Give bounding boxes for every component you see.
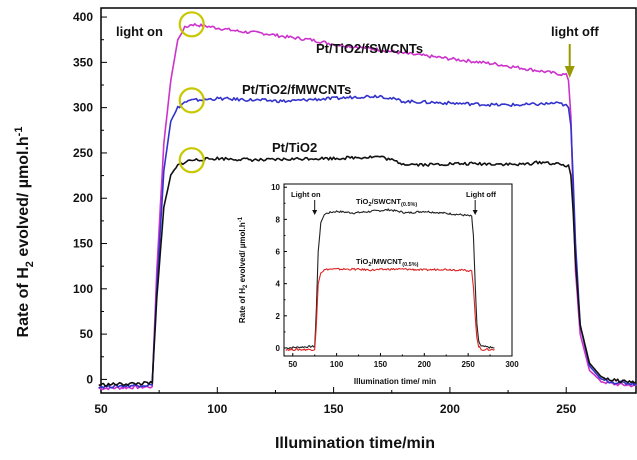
inset-light-off-arrowhead xyxy=(472,210,478,215)
inset-y-tick-label: 8 xyxy=(276,215,281,224)
mwcnt-series-label: Pt/TiO2/fMWCNTs xyxy=(242,82,351,97)
y-tick-label: 250 xyxy=(73,146,93,160)
series-line-pt-tio2-fswcnts xyxy=(98,22,637,391)
y-axis-title: Rate of H2 evolved/ µmol.h-1 xyxy=(13,127,36,338)
y-tick-label: 400 xyxy=(73,10,93,24)
inset-x-axis-title: Illumination time/ min xyxy=(354,377,436,386)
y-tick-label: 200 xyxy=(73,191,93,205)
inset-light-on-arrowhead xyxy=(312,210,318,215)
x-tick-label: 100 xyxy=(207,402,227,416)
inset-series-line-series-1 xyxy=(285,267,495,352)
inset-light-off-label: Light off xyxy=(466,190,496,199)
inset-x-tick-label: 100 xyxy=(330,360,344,369)
x-tick-label: 150 xyxy=(324,402,344,416)
inset-plot-frame xyxy=(283,183,513,357)
y-tick-label: 0 xyxy=(86,372,93,386)
light-on-marker-circle xyxy=(178,11,205,38)
inset-y-tick-label: 6 xyxy=(276,248,281,257)
x-axis-title: Illumination time/min xyxy=(275,435,435,452)
y-tick-label: 350 xyxy=(73,55,93,69)
inset-mwcnt-label: TiO2/MWCNT(0.5%) xyxy=(356,257,419,268)
light-on-marker-circle xyxy=(178,87,205,114)
x-tick-label: 250 xyxy=(556,402,576,416)
inset-y-tick-label: 2 xyxy=(276,312,281,321)
light-off-label: light off xyxy=(551,24,599,39)
inset-y-tick-label: 0 xyxy=(276,344,281,353)
x-tick-label: 50 xyxy=(94,402,108,416)
series-line-pt-tio2-fmwcnts xyxy=(98,94,637,389)
light-on-label: light on xyxy=(116,24,163,39)
x-tick-label: 200 xyxy=(440,402,460,416)
light-on-marker-circle xyxy=(178,147,205,174)
inset-x-tick-label: 250 xyxy=(461,360,475,369)
inset-plot: 50 100 150 200 250 300 0 2 4 6 8 10 xyxy=(271,183,519,369)
inset-x-tick-label: 200 xyxy=(418,360,432,369)
inset-y-tick-label: 10 xyxy=(271,183,280,192)
y-tick-label: 300 xyxy=(73,101,93,115)
inset-x-tick-label: 300 xyxy=(505,360,519,369)
inset-series-line-series-0 xyxy=(285,208,495,350)
tio2-series-label: Pt/TiO2 xyxy=(272,140,317,155)
y-tick-label: 150 xyxy=(73,237,93,251)
series-line-pt-tio2 xyxy=(98,155,637,387)
y-tick-label: 50 xyxy=(80,327,94,341)
inset-y-tick-label: 4 xyxy=(276,280,281,289)
y-tick-label: 100 xyxy=(73,282,93,296)
swcnt-series-label: Pt/TiO2/fSWCNTs xyxy=(316,41,423,56)
inset-light-on-label: Light on xyxy=(291,190,321,199)
inset-x-tick-label: 50 xyxy=(288,360,297,369)
inset-swcnt-label: TiO2/SWCNT(0.5%) xyxy=(356,197,417,208)
inset-x-tick-label: 150 xyxy=(374,360,388,369)
light-off-arrowhead xyxy=(564,66,575,78)
inset-y-axis-title: Rate of H2 evolved/ µmol.h-1 xyxy=(238,216,249,323)
